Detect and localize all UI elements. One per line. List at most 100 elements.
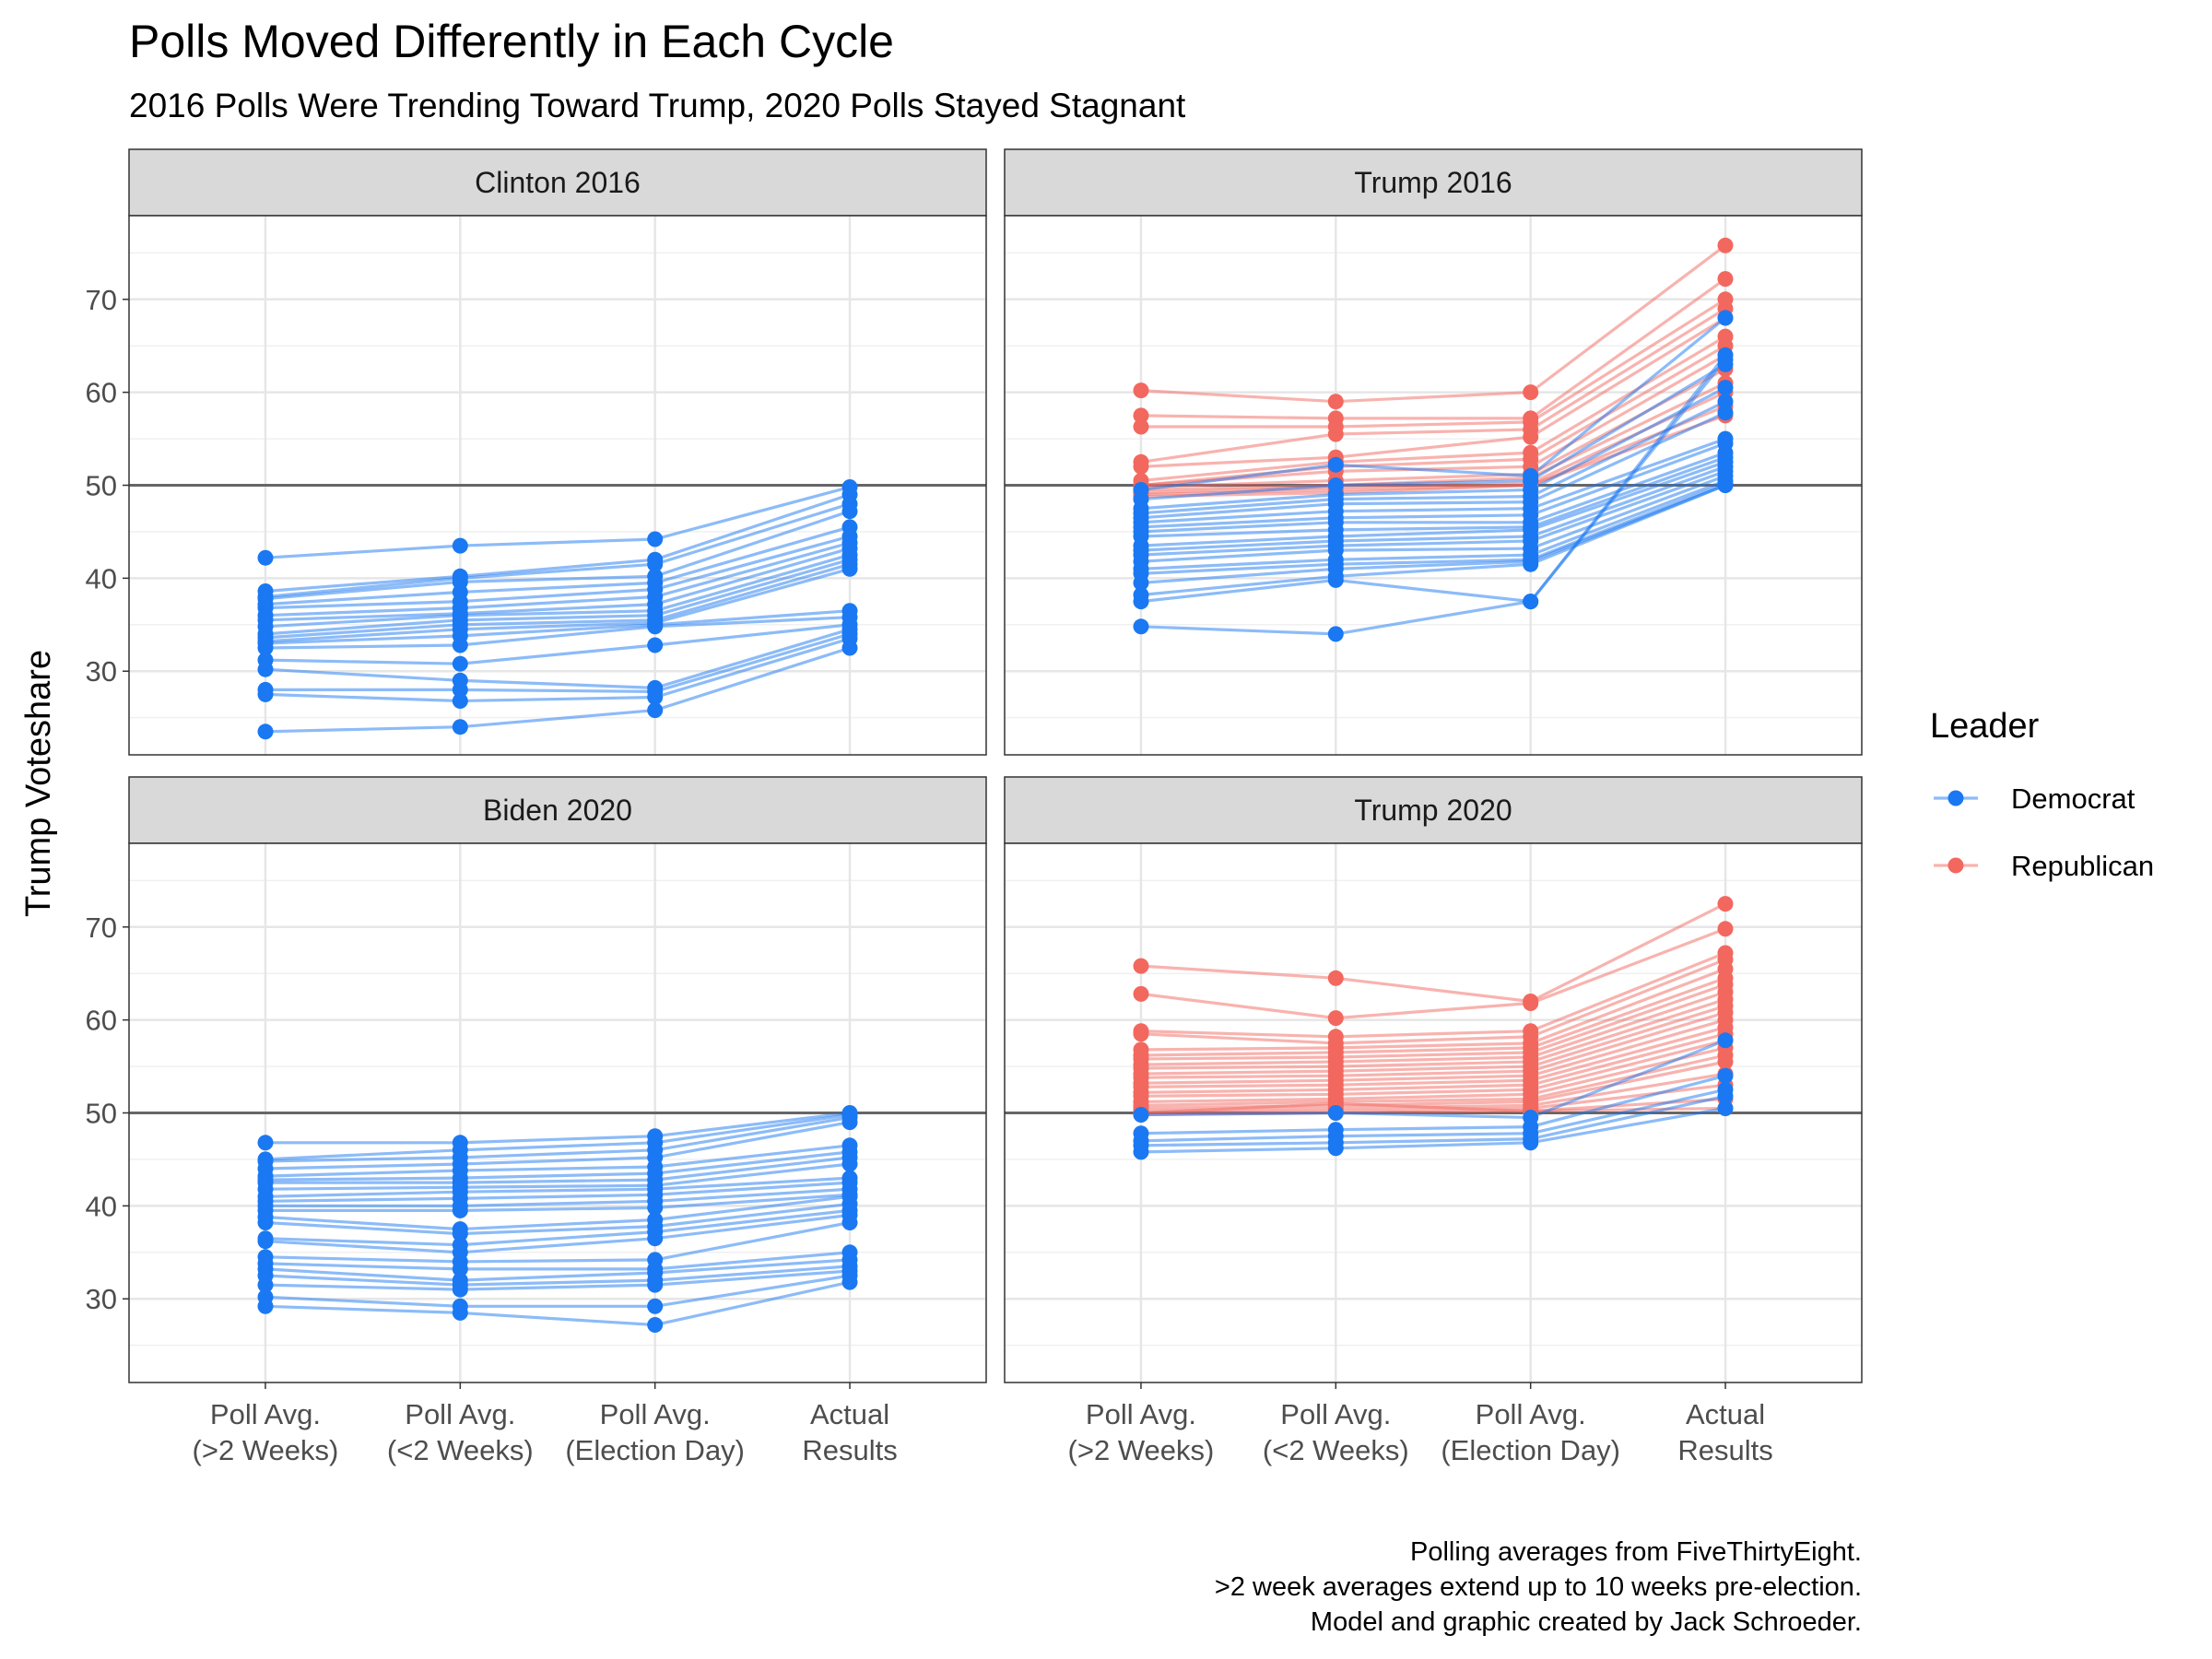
data-point-democrat	[257, 724, 274, 740]
series-line-democrat	[1140, 469, 1726, 557]
series-line-democrat	[265, 502, 851, 599]
data-point-democrat	[452, 1261, 468, 1277]
series-line-democrat	[1140, 479, 1726, 571]
data-point-democrat	[1523, 1135, 1539, 1151]
legend-label: Republican	[2011, 850, 2154, 882]
data-point-democrat	[257, 1215, 274, 1230]
data-point-democrat	[452, 637, 468, 653]
data-point-democrat	[257, 686, 274, 702]
series-points	[1133, 896, 1734, 1160]
series-line-democrat	[265, 1193, 851, 1212]
data-point-republican	[1133, 382, 1149, 399]
data-point-democrat	[1717, 380, 1734, 396]
y-tick-label: 70	[86, 912, 117, 944]
panel-border	[1004, 842, 1863, 1383]
data-point-democrat	[1327, 571, 1344, 588]
x-tick-label: (<2 Weeks)	[1263, 1434, 1409, 1466]
series-line-republican	[1140, 1011, 1726, 1079]
series-line-democrat	[265, 1156, 851, 1184]
series-line-republican	[1140, 902, 1726, 1004]
data-point-republican	[1133, 418, 1149, 435]
series-line-democrat	[265, 1112, 851, 1161]
data-point-democrat	[1717, 477, 1734, 493]
data-point-republican	[1717, 271, 1734, 288]
panel-clinton-2016: Clinton 2016 30 40 50 60 70	[86, 148, 987, 756]
y-tick-label: 40	[86, 1190, 117, 1222]
data-point-democrat	[841, 560, 858, 577]
series-line-democrat	[265, 562, 851, 640]
facet-strip	[128, 776, 987, 844]
series-line-democrat	[1140, 455, 1726, 538]
facet-strip	[128, 148, 987, 217]
data-point-republican	[1717, 921, 1734, 937]
data-point-democrat	[452, 681, 468, 698]
series-line-democrat	[265, 541, 851, 618]
data-point-republican	[1327, 1010, 1344, 1027]
data-point-democrat	[1717, 1067, 1734, 1084]
data-point-democrat	[647, 1230, 664, 1247]
series-line-republican	[1140, 951, 1726, 1039]
data-point-republican	[1717, 1053, 1734, 1070]
facet-panels: Clinton 2016 30 40 50 60 70 Trump 2016 Biden 20…	[86, 148, 1863, 1466]
data-point-democrat	[452, 693, 468, 709]
series-line-democrat	[265, 1176, 851, 1198]
series-lines	[1140, 244, 1727, 636]
series-line-democrat	[265, 510, 851, 601]
data-point-republican	[1133, 407, 1149, 424]
data-point-republican	[1327, 970, 1344, 986]
series-line-republican	[1140, 307, 1726, 464]
data-point-republican	[1133, 1026, 1149, 1042]
data-point-democrat	[1717, 405, 1734, 421]
data-point-republican	[1133, 458, 1149, 475]
data-point-republican	[1133, 958, 1149, 974]
series-line-democrat	[265, 1194, 851, 1231]
data-point-democrat	[1327, 626, 1344, 642]
series-line-democrat	[265, 1187, 851, 1207]
x-tick-label: (<2 Weeks)	[387, 1434, 534, 1466]
data-point-republican	[1327, 394, 1344, 410]
x-tick-label: Results	[802, 1434, 897, 1466]
chart-title: Polls Moved Differently in Each Cycle	[129, 16, 894, 67]
series-line-democrat	[265, 609, 851, 645]
series-line-republican	[1140, 1018, 1726, 1085]
series-line-republican	[1140, 1039, 1726, 1098]
series-line-democrat	[1140, 460, 1726, 547]
series-points	[1133, 237, 1734, 642]
data-point-democrat	[841, 503, 858, 520]
series-line-republican	[1140, 316, 1726, 468]
series-line-democrat	[265, 1208, 851, 1247]
series-line-democrat	[1140, 451, 1726, 534]
data-point-democrat	[257, 1298, 274, 1314]
data-point-democrat	[1717, 351, 1734, 368]
y-tick-label: 30	[86, 1283, 117, 1315]
series-line-republican	[1140, 1026, 1726, 1088]
series-line-democrat	[1140, 363, 1726, 501]
series-line-democrat	[1140, 411, 1726, 520]
legend: Leader Democrat Republican	[1930, 707, 2154, 882]
series-points	[257, 1105, 858, 1333]
series-line-democrat	[1140, 474, 1726, 563]
x-tick-label: Poll Avg.	[1086, 1398, 1196, 1430]
facet-strip-label: Biden 2020	[483, 794, 632, 827]
facet-strip	[1004, 776, 1863, 844]
series-line-democrat	[1140, 400, 1726, 515]
legend-title: Leader	[1930, 707, 2040, 746]
data-point-democrat	[647, 556, 664, 572]
data-point-democrat	[841, 1274, 858, 1290]
data-point-democrat	[1133, 1144, 1149, 1160]
x-tick-label: Actual	[810, 1398, 889, 1430]
series-line-republican	[1140, 1053, 1726, 1107]
series-line-republican	[1140, 958, 1726, 1045]
data-point-democrat	[257, 549, 274, 566]
series-line-republican	[1140, 244, 1726, 404]
series-line-democrat	[265, 1144, 851, 1178]
series-line-democrat	[1140, 1088, 1726, 1143]
series-line-republican	[1140, 990, 1726, 1066]
y-tick-label: 40	[86, 562, 117, 594]
caption-line: >2 week averages extend up to 10 weeks p…	[1215, 1572, 1862, 1602]
data-point-democrat	[841, 1215, 858, 1230]
series-line-democrat	[1140, 316, 1727, 492]
legend-key-point	[1947, 790, 1964, 806]
y-tick-label: 50	[86, 1098, 117, 1130]
